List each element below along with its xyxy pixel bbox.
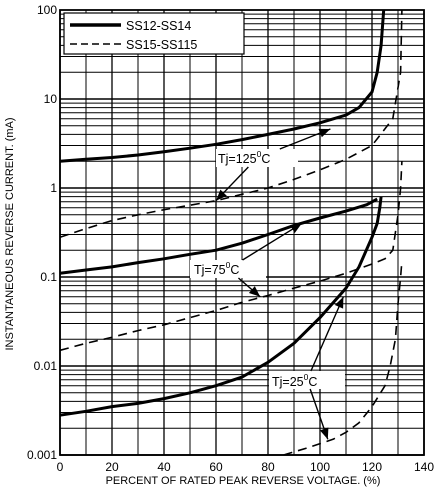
legend-box [63, 12, 245, 55]
legend: SS12-SS14 SS15-SS115 [63, 12, 245, 55]
y-tick-label: 10 [44, 92, 58, 106]
x-tick-label: 20 [105, 460, 119, 474]
annotation-tj25-label: Tj=250C [272, 372, 317, 389]
x-tick-label: 140 [414, 460, 434, 474]
annotation-arrows [215, 128, 345, 440]
x-tick-label: 0 [57, 460, 64, 474]
y-tick-label: 0.1 [40, 270, 57, 284]
x-tick-label: 120 [362, 460, 382, 474]
y-tick-label: 1 [50, 181, 57, 195]
curves [59, 9, 403, 456]
annotation-tj75-label: Tj=750C [194, 260, 239, 277]
x-tick-label: 80 [261, 460, 275, 474]
temperature-annotations: Tj=1250C Tj=750C Tj=250C [190, 149, 345, 389]
annotation-tj125-box [216, 149, 298, 167]
y-tick-label: 0.01 [34, 359, 58, 373]
curve-ss15-ss115-125c [59, 9, 403, 238]
annotation-tj25: Tj=250C [269, 371, 345, 389]
annotation-arrow-line [310, 296, 345, 372]
tick-labels: 0 20 40 60 80 100 120 140 0.001 0.01 0.1 1 10 100 [27, 3, 434, 474]
annotation-arrow-head [318, 128, 331, 138]
annotation-tj125: Tj=1250C [216, 149, 298, 167]
y-axis-title: INSTANTANEOUS REVERSE CURRENT. (mA) [4, 117, 16, 350]
annotation-arrow-head [290, 223, 302, 234]
legend-label-ss12-ss14: SS12-SS14 [126, 19, 191, 33]
annotation-tj75-box [190, 260, 266, 278]
curve-ss12-ss14-25c [59, 196, 383, 417]
x-tick-label: 100 [310, 460, 330, 474]
plot-border [59, 9, 425, 456]
annotation-tj75: Tj=750C [190, 260, 266, 278]
x-axis-title: PERCENT OF RATED PEAK REVERSE VOLTAGE. (… [106, 475, 381, 487]
y-tick-label: 0.001 [27, 448, 57, 462]
plot-frame [59, 9, 425, 456]
curve-ss15-ss115-75c [59, 161, 403, 352]
annotation-tj25-box [269, 371, 345, 389]
annotation-arrow-head [334, 296, 344, 309]
annotation-arrow-line [242, 222, 303, 261]
curve-ss15-ss115-25c [283, 261, 403, 456]
annotation-arrow-head [319, 427, 329, 440]
annotation-arrow-head [248, 286, 261, 297]
grid [59, 10, 425, 456]
x-tick-label: 60 [209, 460, 223, 474]
y-tick-label: 100 [37, 3, 57, 17]
legend-label-ss15-ss115: SS15-SS115 [126, 38, 197, 52]
annotation-tj125-label: Tj=1250C [218, 149, 270, 166]
curve-ss12-ss14-75c [59, 197, 378, 275]
curve-ss12-ss14-125c [59, 9, 386, 163]
x-tick-label: 40 [157, 460, 171, 474]
annotation-arrow-head [216, 189, 227, 201]
